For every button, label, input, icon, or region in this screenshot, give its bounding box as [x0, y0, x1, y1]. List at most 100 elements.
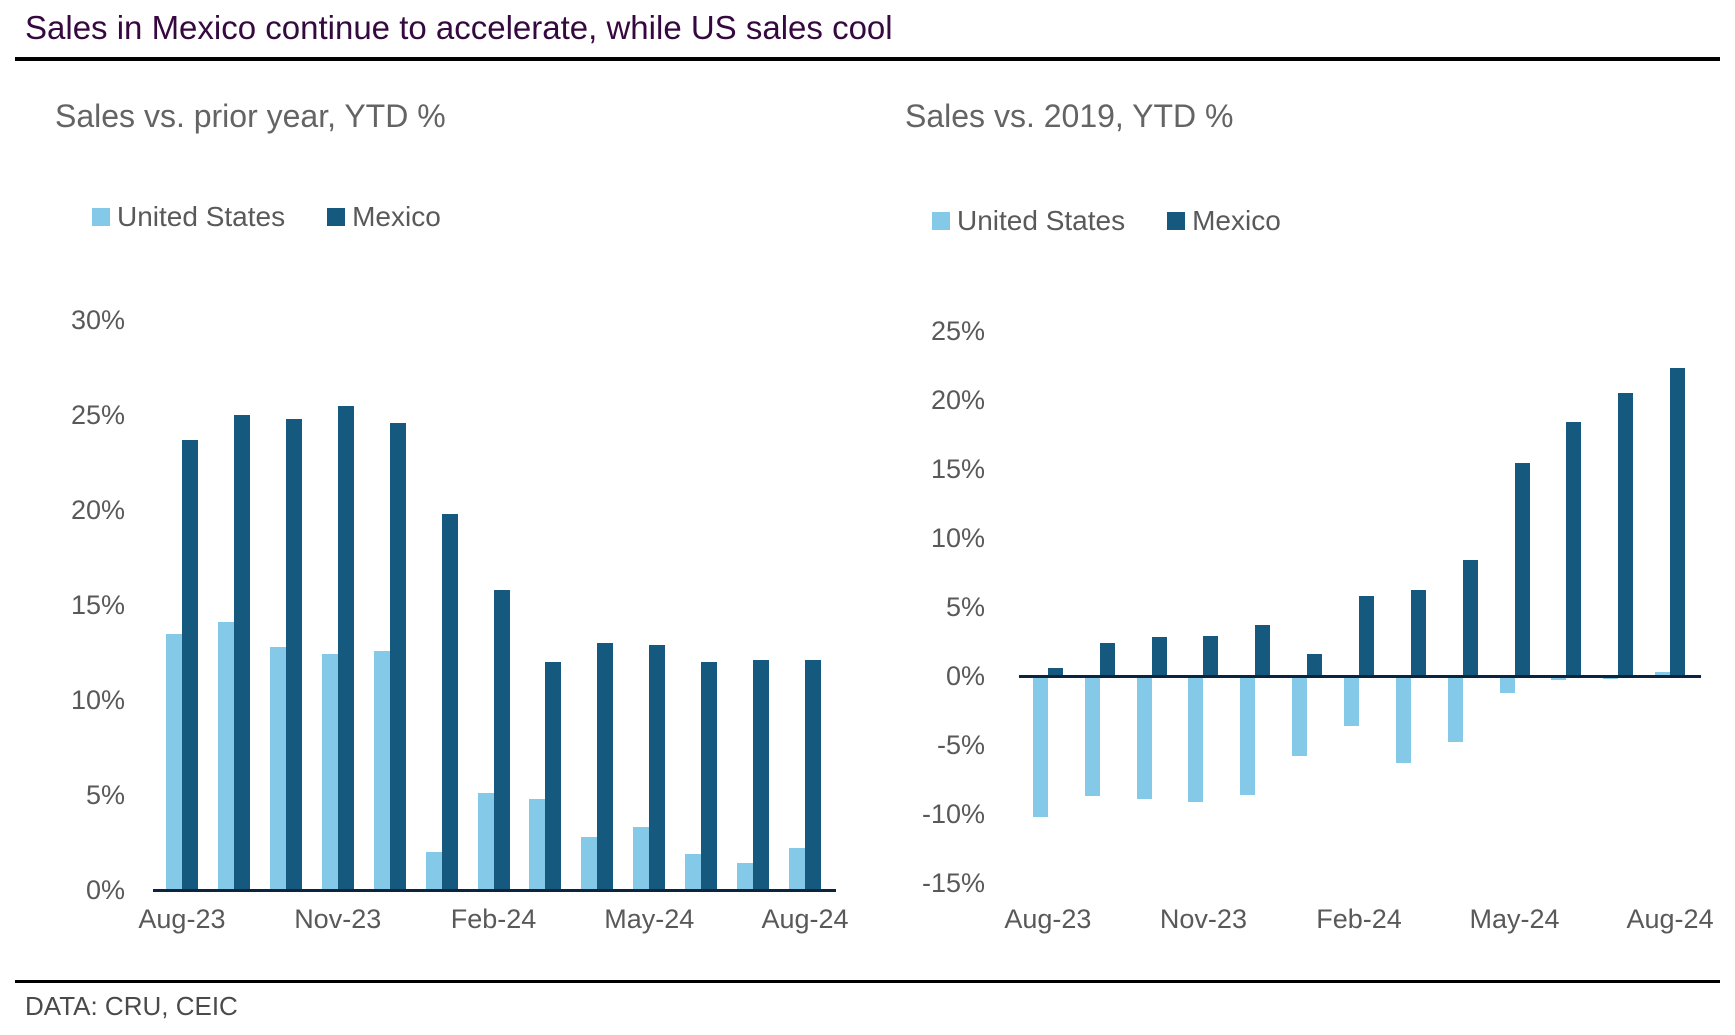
chart-title-prior-year: Sales vs. prior year, YTD %: [55, 98, 446, 134]
y-axis-tick-label: 5%: [85, 780, 125, 810]
legend-prior-year: United States Mexico: [92, 201, 441, 233]
y-axis-tick-label: 15%: [70, 590, 125, 620]
bar-mexico-Aug-24: [805, 660, 822, 890]
legend-item-mexico: Mexico: [327, 201, 441, 233]
bar-united-states-May-24: [1499, 676, 1515, 693]
y-axis-tick-label: 25%: [930, 316, 985, 346]
bar-united-states-Mar-24: [1395, 676, 1411, 763]
bar-mexico-Apr-24: [1462, 560, 1478, 676]
bar-mexico-Mar-24: [1410, 590, 1426, 676]
bar-mexico-Feb-24: [1359, 595, 1374, 676]
legend-swatch-mexico: [327, 208, 346, 226]
x-axis-tick-label: Feb-24: [1316, 904, 1402, 934]
x-axis-tick-label: May-24: [604, 904, 695, 934]
bar-mexico-Dec-23: [389, 422, 406, 890]
bar-mexico-Jan-24: [1307, 653, 1323, 676]
y-axis-tick-label: 15%: [930, 454, 985, 484]
header-rule: [15, 57, 1720, 61]
bar-united-states-Dec-23: [373, 650, 390, 890]
bar-mexico-Nov-23: [337, 405, 354, 890]
y-axis-tick-label: 0%: [945, 661, 985, 691]
bar-mexico-Dec-23: [1255, 624, 1271, 676]
bar-united-states-May-24: [633, 827, 650, 890]
bar-united-states-Apr-24: [581, 836, 598, 890]
bar-mexico-Mar-24: [545, 662, 562, 890]
bar-mexico-May-24: [1514, 463, 1530, 676]
bar-united-states-Oct-23: [1136, 676, 1152, 799]
zero-axis-line: [1019, 675, 1701, 678]
x-axis-tick-label: Aug-23: [1004, 904, 1092, 934]
x-axis-tick-label: Feb-24: [450, 904, 537, 934]
y-axis-tick-label: 10%: [70, 685, 125, 715]
bar-united-states-Nov-23: [321, 654, 338, 890]
legend-item-mexico: Mexico: [1167, 205, 1281, 237]
bar-mexico-Aug-23: [1047, 667, 1063, 676]
bar-united-states-Feb-24: [477, 793, 494, 890]
bar-mexico-Oct-23: [1151, 637, 1167, 676]
bar-mexico-Jun-24: [701, 662, 718, 890]
y-axis-tick-label: 5%: [945, 592, 985, 622]
x-axis-tick-label: May-24: [1469, 904, 1560, 934]
bar-mexico-Feb-24: [493, 589, 510, 890]
bar-united-states-Jan-24: [425, 852, 442, 890]
y-axis-tick-label: 30%: [70, 305, 125, 335]
legend-label-united-states: United States: [957, 205, 1126, 236]
legend-swatch-united-states: [92, 208, 110, 226]
bar-united-states-Nov-23: [1188, 676, 1204, 802]
bar-mexico-Jun-24: [1566, 422, 1582, 676]
bar-mexico-Aug-24: [1670, 368, 1686, 676]
bar-mexico-Nov-23: [1203, 635, 1219, 676]
legend-item-united-states: United States: [92, 201, 285, 233]
bar-mexico-May-24: [649, 644, 666, 890]
bar-united-states-Aug-24: [789, 848, 806, 890]
legend-swatch-mexico: [1167, 212, 1186, 230]
bar-mexico-Jul-24: [753, 660, 770, 890]
bar-mexico-Sep-23: [1099, 642, 1115, 676]
legend-label-united-states: United States: [117, 201, 286, 232]
bar-united-states-Mar-24: [529, 798, 546, 890]
bar-united-states-Feb-24: [1344, 676, 1359, 726]
y-axis-tick-label: -10%: [921, 799, 985, 829]
y-axis-tick-label: 10%: [930, 523, 985, 553]
page-title: Sales in Mexico continue to accelerate, …: [25, 9, 893, 46]
data-source: DATA: CRU, CEIC: [25, 991, 238, 1021]
x-axis-tick-label: Aug-24: [1626, 904, 1714, 934]
legend-swatch-united-states: [932, 212, 950, 230]
legend-vs-2019: United States Mexico: [932, 205, 1281, 237]
y-axis-tick-label: 20%: [70, 495, 125, 525]
y-axis-tick-label: -5%: [936, 730, 985, 760]
bar-united-states-Jun-24: [685, 853, 702, 890]
bar-mexico-Sep-23: [233, 415, 250, 890]
bar-united-states-Oct-23: [269, 646, 286, 890]
footer-rule: [15, 980, 1720, 983]
bar-mexico-Aug-23: [181, 439, 198, 890]
y-axis-tick-label: 25%: [70, 400, 125, 430]
bar-mexico-Jan-24: [441, 513, 458, 890]
x-axis-tick-label: Aug-23: [138, 904, 226, 934]
legend-item-united-states: United States: [932, 205, 1125, 237]
legend-label-mexico: Mexico: [1192, 205, 1281, 236]
x-axis-tick-label: Nov-23: [294, 904, 382, 934]
bar-mexico-Oct-23: [285, 418, 302, 890]
bar-united-states-Aug-23: [165, 633, 182, 890]
y-axis-tick-label: -15%: [921, 868, 985, 898]
bar-united-states-Jun-24: [1551, 676, 1567, 681]
bar-united-states-Aug-23: [1032, 676, 1048, 817]
x-axis-tick-label: Aug-24: [761, 904, 849, 934]
bar-united-states-Sep-23: [1084, 676, 1100, 797]
bar-united-states-Apr-24: [1447, 676, 1463, 743]
zero-axis-line: [153, 889, 836, 892]
bar-united-states-Jul-24: [737, 863, 754, 890]
bar-united-states-Aug-24: [1655, 671, 1671, 676]
bar-united-states-Sep-23: [217, 622, 234, 890]
y-axis-tick-label: 20%: [930, 385, 985, 415]
bar-mexico-Jul-24: [1618, 393, 1634, 676]
chart-title-vs-2019: Sales vs. 2019, YTD %: [905, 98, 1234, 134]
y-axis-tick-label: 0%: [85, 875, 125, 905]
bar-united-states-Dec-23: [1240, 676, 1256, 795]
x-axis-tick-label: Nov-23: [1159, 904, 1247, 934]
bar-mexico-Apr-24: [597, 643, 614, 890]
bar-united-states-Jan-24: [1292, 676, 1308, 757]
legend-label-mexico: Mexico: [352, 201, 441, 232]
